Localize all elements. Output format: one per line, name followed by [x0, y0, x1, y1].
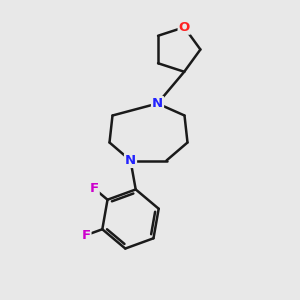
- Text: O: O: [178, 21, 190, 34]
- Text: F: F: [81, 229, 91, 242]
- Text: F: F: [90, 182, 99, 195]
- Text: N: N: [152, 97, 163, 110]
- Text: N: N: [125, 154, 136, 167]
